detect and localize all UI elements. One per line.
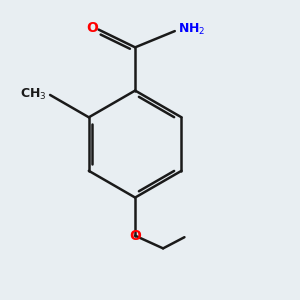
Text: NH$_2$: NH$_2$ (178, 22, 205, 37)
Text: O: O (87, 21, 98, 35)
Text: O: O (129, 229, 141, 243)
Text: CH$_3$: CH$_3$ (20, 87, 47, 103)
